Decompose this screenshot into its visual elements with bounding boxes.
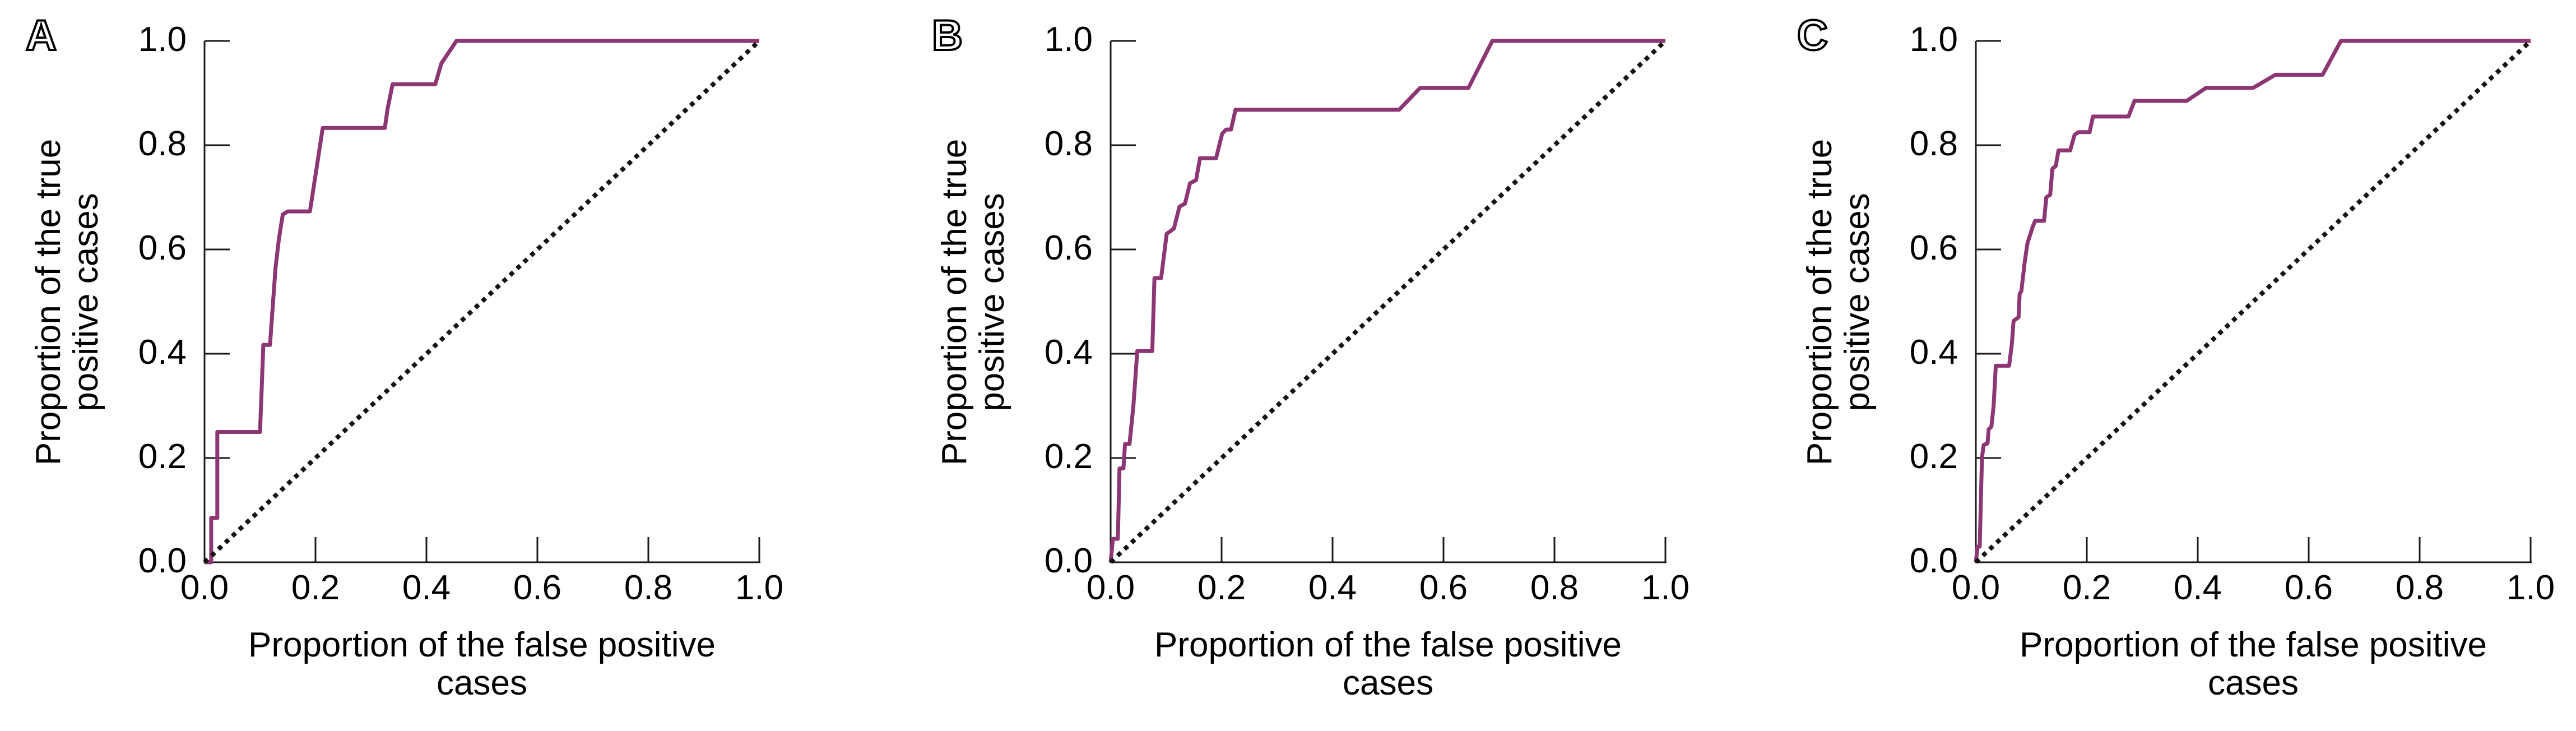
- roc-plot-c: [1974, 39, 2532, 564]
- x-tick-label: 0.0: [1086, 568, 1135, 607]
- x-axis-title-line2: cases: [2208, 664, 2299, 702]
- x-axis-title-line1: Proportion of the false positive: [1154, 626, 1622, 664]
- x-tick-label: 0.6: [1419, 568, 1468, 607]
- x-axis-title: Proportion of the false positive cases: [1052, 626, 1724, 702]
- y-tick-label: 1.0: [138, 20, 187, 59]
- x-tick-label: 0.4: [2173, 568, 2222, 607]
- y-tick-label: 1.0: [1909, 20, 1958, 59]
- x-axis-title: Proportion of the false positive cases: [146, 626, 818, 702]
- y-tick-label: 1.0: [1044, 20, 1093, 59]
- x-tick-label: 1.0: [1641, 568, 1690, 607]
- roc-curve-line: [1974, 39, 2531, 563]
- y-tick-label: 0.2: [1909, 437, 1958, 476]
- y-axis-title: Proportion of the true positive cases: [1800, 22, 1877, 582]
- chance-diagonal-line: [1974, 39, 2532, 564]
- x-tick-label: 0.2: [291, 568, 340, 607]
- x-tick-label: 0.0: [180, 568, 229, 607]
- y-tick-label: 0.6: [1909, 229, 1958, 267]
- y-axis-title: Proportion of the true positive cases: [29, 22, 105, 582]
- x-tick-label: 0.6: [2284, 568, 2333, 607]
- x-axis-title-line1: Proportion of the false positive: [248, 626, 716, 664]
- chance-diagonal-line: [203, 39, 761, 564]
- y-tick-label: 0.4: [1044, 333, 1093, 372]
- panel-label-b: B: [931, 12, 964, 59]
- x-axis-title: Proportion of the false positive cases: [1917, 626, 2576, 702]
- y-axis-title: Proportion of the true positive cases: [935, 22, 1011, 582]
- x-tick-label: 0.6: [513, 568, 562, 607]
- roc-curve-line: [1108, 39, 1665, 563]
- y-tick-label: 0.6: [138, 229, 187, 267]
- y-tick-label: 0.2: [1044, 437, 1093, 476]
- roc-panel-a: A Proportion of the true positive cases …: [0, 0, 824, 731]
- y-tick-label: 0.8: [1044, 124, 1093, 163]
- y-axis-title-line2: positive cases: [973, 193, 1011, 411]
- x-tick-label: 0.4: [402, 568, 451, 607]
- x-tick-label: 0.8: [624, 568, 673, 607]
- roc-plot-a: [203, 39, 761, 565]
- chance-diagonal-line: [1109, 39, 1667, 564]
- y-tick-label: 0.2: [138, 437, 187, 476]
- x-tick-label: 1.0: [735, 568, 784, 607]
- y-axis-title-line2: positive cases: [67, 193, 105, 411]
- y-tick-label: 0.8: [1909, 124, 1958, 163]
- y-tick-label: 0.4: [1909, 333, 1958, 372]
- x-axis-title-line1: Proportion of the false positive: [2019, 626, 2487, 664]
- y-tick-label: 0.4: [138, 333, 187, 372]
- y-axis-title-line1: Proportion of the true: [1800, 138, 1839, 466]
- y-tick-label: 0.0: [1044, 542, 1093, 580]
- roc-panel-c: C Proportion of the true positive cases …: [1771, 0, 2576, 731]
- panel-label-c: C: [1796, 12, 1829, 59]
- x-axis-title-line2: cases: [437, 664, 527, 702]
- y-tick-label: 0.8: [138, 124, 187, 163]
- x-tick-label: 1.0: [2506, 568, 2555, 607]
- roc-plot-b: [1108, 39, 1667, 564]
- roc-panel-b: B Proportion of the true positive cases …: [906, 0, 1730, 731]
- x-tick-label: 0.0: [1951, 568, 2001, 607]
- x-tick-label: 0.8: [1530, 568, 1579, 607]
- y-tick-label: 0.0: [1909, 542, 1958, 580]
- x-tick-label: 0.2: [2062, 568, 2111, 607]
- x-tick-label: 0.4: [1308, 568, 1357, 607]
- x-axis-title-line2: cases: [1343, 664, 1433, 702]
- y-axis-title-line1: Proportion of the true: [29, 138, 68, 466]
- roc-curve-line: [205, 39, 759, 565]
- y-tick-label: 0.0: [138, 542, 187, 580]
- y-axis-title-line2: positive cases: [1838, 193, 1877, 411]
- x-tick-label: 0.8: [2395, 568, 2444, 607]
- y-axis-title-line1: Proportion of the true: [935, 138, 974, 466]
- x-tick-label: 0.2: [1197, 568, 1246, 607]
- y-tick-label: 0.6: [1044, 229, 1093, 267]
- panel-label-a: A: [25, 12, 58, 59]
